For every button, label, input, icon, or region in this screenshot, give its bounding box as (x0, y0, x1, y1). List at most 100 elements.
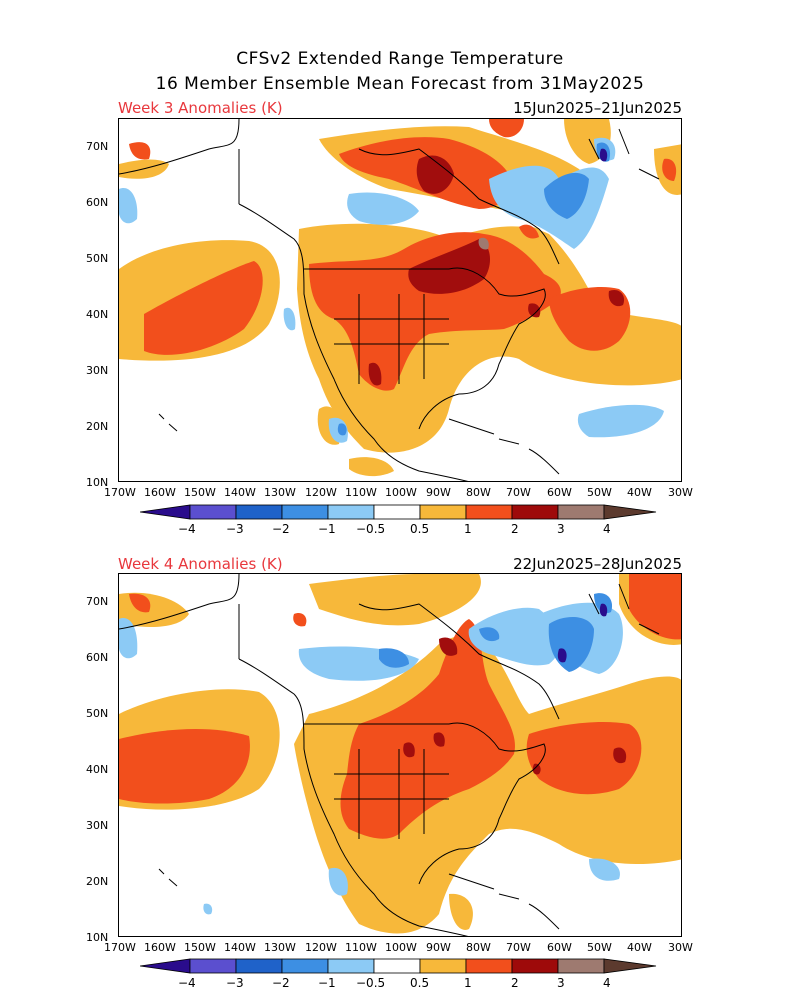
colorbar-tick-label: 3 (557, 522, 565, 536)
week3-lon-label: 100W (385, 486, 417, 499)
colorbar-tick-label: 1 (464, 976, 472, 990)
colorbar-tick-label: −4 (178, 522, 196, 536)
week3-lon-label: 80W (466, 486, 491, 499)
colorbar-swatch (511, 504, 559, 520)
colorbar-swatch (419, 958, 467, 974)
week4-anomaly-dark-red (403, 637, 627, 775)
colorbar-tick-label: 4 (603, 522, 611, 536)
colorbar-swatch (140, 958, 191, 974)
week4-lat-label: 70N (86, 595, 109, 608)
colorbar-tick-label: 0.5 (410, 976, 430, 990)
week3-map (118, 118, 682, 482)
week3-lon-label: 110W (345, 486, 377, 499)
colorbar-swatch (465, 958, 513, 974)
week3-lon-label: 40W (627, 486, 652, 499)
colorbar-swatch (603, 958, 657, 974)
colorbar-tick-label: 3 (557, 976, 565, 990)
week3-date-range: 15Jun2025–21Jun2025 (513, 99, 682, 117)
week4-lat-label: 50N (86, 707, 109, 720)
week3-label: Week 3 Anomalies (K) (118, 99, 283, 117)
colorbar-swatch (373, 958, 421, 974)
week4-anomaly-orange-red (119, 574, 681, 839)
week4-lon-label: 80W (466, 941, 491, 954)
week3-lon-label: 150W (184, 486, 216, 499)
colorbar-tick-label: −1 (318, 522, 336, 536)
colorbar-tick-label: −3 (226, 976, 244, 990)
week3-anomaly-deep-blue (599, 148, 608, 162)
week4-lon-label: 170W (104, 941, 136, 954)
week3-lat-label: 10N (86, 476, 109, 489)
week3-lon-label: 140W (224, 486, 256, 499)
colorbar-tick-label: 2 (511, 522, 519, 536)
colorbar-swatch (281, 504, 329, 520)
colorbar-swatch (189, 504, 237, 520)
colorbar-swatch (327, 958, 375, 974)
week4-colorbar (140, 958, 657, 974)
week4-lat-label: 20N (86, 875, 109, 888)
colorbar-tick-label: −3 (226, 522, 244, 536)
week4-anomaly-light-orange (119, 574, 681, 934)
week4-anomaly-deep-blue (557, 603, 608, 663)
week4-lon-label: 150W (184, 941, 216, 954)
colorbar-swatch (235, 504, 283, 520)
colorbar-tick-label: −2 (272, 522, 290, 536)
colorbar-swatch (235, 958, 283, 974)
week4-lat-label: 30N (86, 819, 109, 832)
colorbar-swatch (465, 504, 513, 520)
week3-lon-label: 30W (668, 486, 693, 499)
colorbar-tick-label: −1 (318, 976, 336, 990)
week3-lon-label: 170W (104, 486, 136, 499)
colorbar-swatch (373, 504, 421, 520)
week3-lon-label: 50W (587, 486, 612, 499)
colorbar-swatch (327, 504, 375, 520)
week4-lat-label: 40N (86, 763, 109, 776)
week4-label: Week 4 Anomalies (K) (118, 555, 283, 573)
week4-lon-label: 130W (264, 941, 296, 954)
week4-lat-label: 10N (86, 931, 109, 944)
week4-lon-label: 90W (426, 941, 451, 954)
week3-lat-label: 30N (86, 364, 109, 377)
colorbar-tick-label: 1 (464, 522, 472, 536)
week4-lon-label: 120W (305, 941, 337, 954)
colorbar-tick-label: 0.5 (410, 522, 430, 536)
chart-title: CFSv2 Extended Range Temperature (236, 49, 564, 69)
colorbar-swatch (603, 504, 657, 520)
colorbar-swatch (140, 504, 191, 520)
week4-lon-label: 70W (506, 941, 531, 954)
week4-lon-label: 40W (627, 941, 652, 954)
week4-lon-label: 140W (224, 941, 256, 954)
colorbar-tick-label: −4 (178, 976, 196, 990)
chart-subtitle: 16 Member Ensemble Mean Forecast from 31… (155, 74, 645, 94)
week4-lon-label: 50W (587, 941, 612, 954)
week3-anomaly-brown (478, 237, 489, 250)
colorbar-tick-label: 4 (603, 976, 611, 990)
week4-lon-label: 100W (385, 941, 417, 954)
colorbar-tick-label: 2 (511, 976, 519, 990)
week3-lon-label: 120W (305, 486, 337, 499)
week3-lon-label: 70W (506, 486, 531, 499)
week3-lon-label: 90W (426, 486, 451, 499)
week4-date-range: 22Jun2025–28Jun2025 (513, 555, 682, 573)
week3-coastlines (119, 119, 660, 481)
colorbar-swatch (281, 958, 329, 974)
colorbar-swatch (557, 504, 605, 520)
colorbar-swatch (511, 958, 559, 974)
week3-lon-label: 130W (264, 486, 296, 499)
week3-lat-label: 40N (86, 308, 109, 321)
week3-lat-label: 70N (86, 140, 109, 153)
colorbar-swatch (419, 504, 467, 520)
colorbar-tick-label: −0.5 (356, 976, 386, 990)
week4-lon-label: 110W (345, 941, 377, 954)
colorbar-tick-label: −2 (272, 976, 290, 990)
week3-lat-label: 50N (86, 252, 109, 265)
week4-lon-label: 60W (547, 941, 572, 954)
colorbar-swatch (557, 958, 605, 974)
colorbar-tick-label: −0.5 (356, 522, 386, 536)
week4-lon-label: 30W (668, 941, 693, 954)
week3-lon-label: 160W (144, 486, 176, 499)
week3-lat-label: 20N (86, 420, 109, 433)
week4-map (118, 573, 682, 937)
week4-coastlines (119, 574, 660, 936)
week4-lat-label: 60N (86, 651, 109, 664)
week3-colorbar (140, 504, 657, 520)
